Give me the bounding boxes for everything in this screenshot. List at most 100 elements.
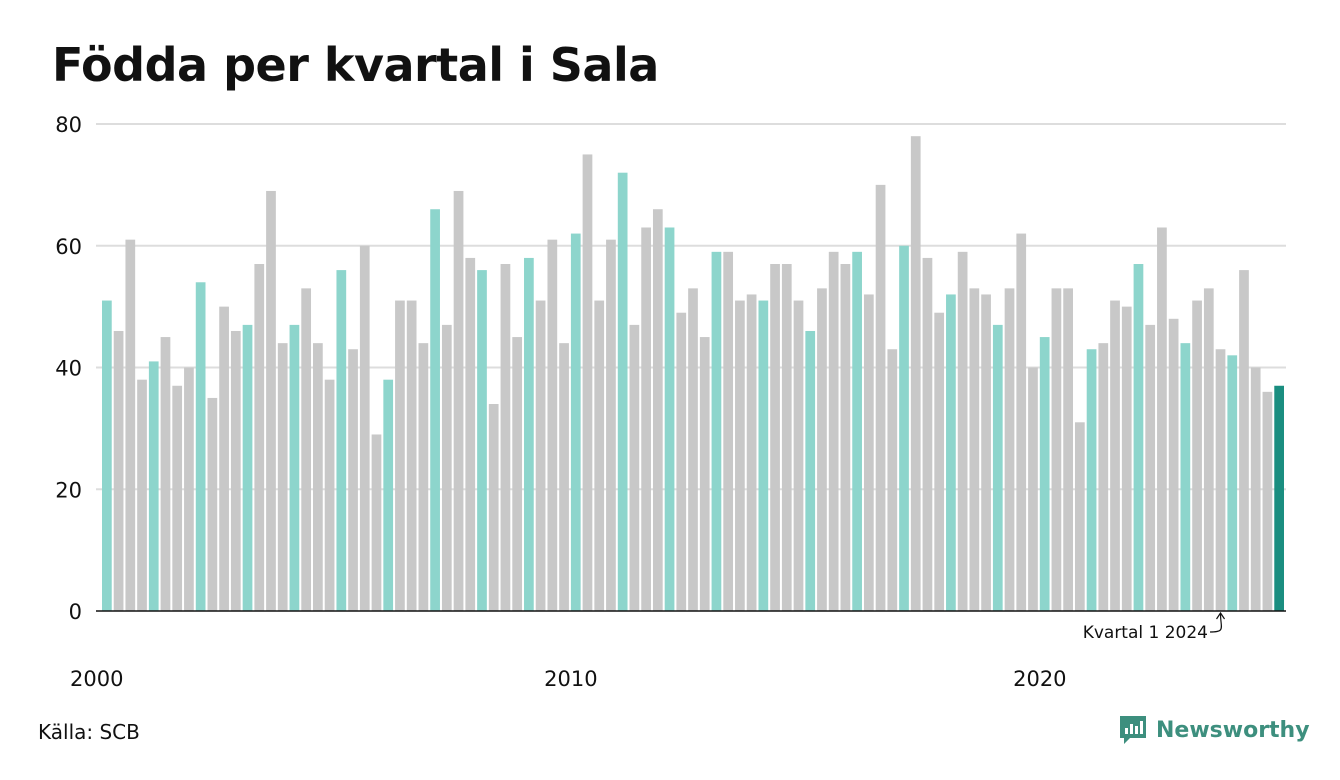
bar	[277, 343, 288, 611]
source-note: Källa: SCB	[38, 720, 140, 744]
bar	[969, 288, 980, 611]
bar	[887, 349, 898, 611]
bar	[570, 233, 581, 611]
bar	[359, 245, 370, 611]
bar	[758, 300, 769, 611]
bar	[641, 227, 651, 612]
bar	[465, 257, 476, 611]
bar	[102, 300, 112, 611]
bar	[125, 239, 136, 611]
x-tick-label: 2020	[1013, 667, 1066, 691]
bar	[453, 190, 464, 611]
bar	[852, 251, 862, 611]
bar	[172, 385, 183, 611]
bar	[1121, 306, 1132, 612]
bar	[629, 324, 640, 611]
bar	[488, 404, 499, 611]
x-tick-label: 2000	[70, 667, 123, 691]
bar	[148, 361, 159, 611]
bar	[477, 270, 487, 611]
bar	[863, 294, 874, 611]
bar	[594, 300, 605, 611]
bar	[207, 397, 218, 611]
bar	[606, 239, 616, 611]
bar	[1145, 324, 1156, 611]
bar	[793, 300, 804, 611]
bar	[922, 257, 933, 611]
bar	[699, 337, 710, 611]
bar	[1004, 288, 1015, 611]
bar	[371, 434, 382, 611]
y-tick-label: 40	[55, 357, 82, 381]
bar	[934, 312, 945, 611]
y-tick-label: 0	[69, 600, 82, 624]
bar	[652, 209, 663, 612]
bar	[348, 349, 358, 611]
bar	[711, 251, 722, 611]
bar	[160, 337, 171, 611]
bar	[219, 306, 229, 612]
bar	[828, 251, 839, 611]
bar	[910, 136, 921, 611]
bar	[383, 379, 394, 611]
bar	[230, 330, 241, 611]
bar	[441, 324, 452, 611]
bar	[1016, 233, 1027, 611]
bar	[406, 300, 417, 611]
bar	[301, 288, 312, 611]
bar	[1239, 270, 1249, 611]
y-tick-label: 60	[55, 235, 82, 259]
bar	[746, 294, 757, 611]
bar	[875, 184, 886, 612]
y-axis-labels: 0 20 40 60 80	[55, 113, 82, 624]
bar	[1039, 337, 1050, 611]
bar	[781, 264, 792, 611]
bar	[817, 288, 827, 611]
bar	[770, 264, 780, 611]
bar	[664, 227, 675, 612]
bar	[1028, 367, 1038, 611]
bar	[992, 324, 1003, 611]
bar	[1086, 349, 1097, 611]
bar	[1063, 288, 1073, 611]
bar	[1110, 300, 1120, 611]
brand-name: Newsworthy	[1156, 717, 1310, 743]
bar	[184, 367, 194, 611]
bar	[899, 245, 909, 611]
bar	[524, 257, 534, 611]
bar	[840, 264, 851, 611]
bar	[336, 270, 347, 611]
bar	[1098, 343, 1109, 611]
bar	[289, 324, 300, 611]
bar	[1051, 288, 1062, 611]
latest-annotation: Kvartal 1 2024	[1083, 611, 1226, 643]
bar	[195, 282, 206, 611]
bar	[395, 300, 405, 611]
bar	[723, 251, 734, 611]
bar	[1192, 300, 1202, 611]
x-tick-label: 2010	[544, 667, 597, 691]
bar	[1250, 367, 1261, 611]
bar	[981, 294, 991, 611]
bar	[137, 379, 147, 611]
bar	[735, 300, 745, 611]
bar	[559, 343, 569, 611]
bar	[1227, 355, 1238, 611]
x-axis-labels: 2000 2010 2020	[70, 667, 1067, 691]
annotation-arrow	[1209, 611, 1226, 633]
annotation-label: Kvartal 1 2024	[1083, 623, 1208, 643]
bar	[113, 330, 124, 611]
bar	[1133, 264, 1144, 611]
bar	[1168, 318, 1179, 611]
bar	[946, 294, 956, 611]
bar	[582, 154, 593, 611]
bar	[1180, 343, 1191, 611]
bar	[512, 337, 523, 611]
bar	[805, 330, 816, 611]
y-tick-label: 80	[55, 113, 82, 137]
bar	[1262, 391, 1273, 611]
bar	[500, 264, 511, 611]
bar	[1215, 349, 1226, 611]
bar	[957, 251, 968, 611]
